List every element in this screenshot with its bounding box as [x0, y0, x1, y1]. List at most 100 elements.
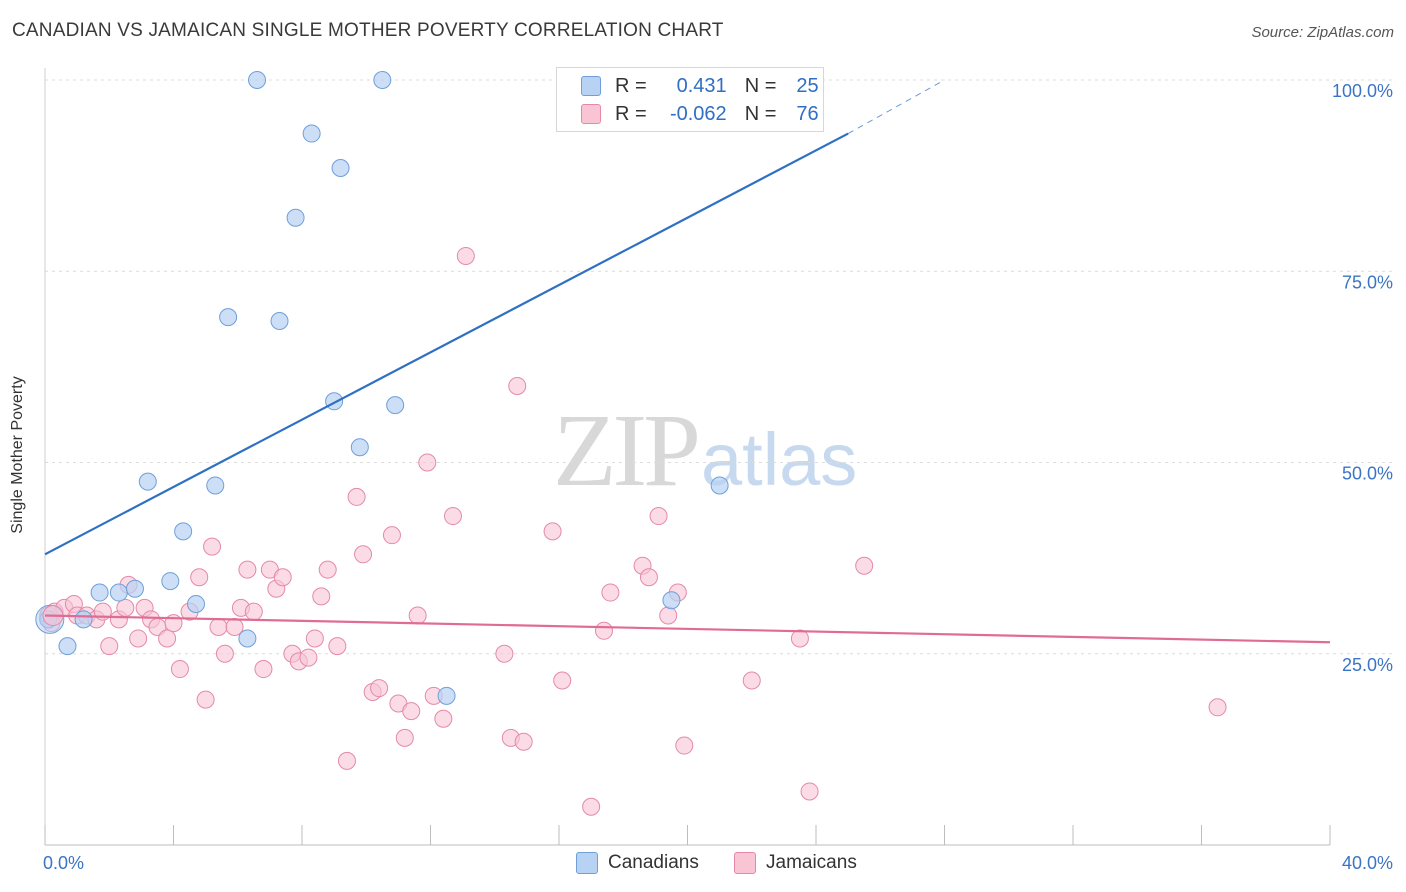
n-value: 76 [796, 102, 819, 125]
n-label: N = [744, 102, 777, 125]
jamaican-point [659, 606, 678, 625]
jamaican-point [594, 621, 613, 640]
jamaicans-swatch [581, 104, 601, 124]
jamaican-point [238, 560, 257, 579]
jamaican-point [305, 629, 324, 648]
legend-item-canadians[interactable]: Canadians [576, 852, 699, 874]
canadian-point [219, 308, 238, 327]
canadian-point [270, 311, 289, 330]
jamaican-point [354, 545, 373, 564]
jamaican-point [508, 377, 527, 395]
canadian-point [238, 629, 257, 648]
canadian-point [174, 522, 193, 541]
canadian-point [206, 476, 225, 495]
jamaican-point [328, 637, 347, 656]
canadian-point [186, 595, 205, 614]
canadian-point [90, 583, 109, 602]
jamaican-point [129, 629, 148, 648]
source-credit: Source: ZipAtlas.com [1251, 24, 1394, 41]
canadian-point [125, 579, 144, 598]
jamaican-point [347, 487, 366, 506]
n-label: N = [744, 74, 777, 97]
jamaican-point [299, 648, 318, 667]
canadian-point [302, 124, 321, 143]
stats-row-canadians: R = 0.431 N = 25 [581, 74, 819, 98]
jamaican-point [649, 507, 668, 526]
legend-label-canadians: Canadians [608, 852, 699, 873]
jamaican-point [408, 606, 427, 625]
jamaican-point [337, 751, 356, 770]
x-tick-label: 40.0% [1342, 853, 1393, 873]
jamaican-point [370, 679, 389, 698]
jamaican-point [382, 526, 401, 545]
jamaican-point [100, 637, 119, 656]
canadian-point [373, 71, 392, 89]
jamaican-point [244, 602, 263, 621]
canadian-point [437, 686, 456, 705]
canadian-point [138, 472, 157, 491]
canadians-legend-swatch [576, 852, 598, 874]
jamaican-point [190, 568, 209, 587]
jamaican-point [318, 560, 337, 579]
jamaican-point [855, 556, 874, 575]
jamaican-point [273, 568, 292, 587]
legend-label-jamaicans: Jamaicans [766, 852, 857, 873]
canadians-trend-line [44, 132, 849, 556]
canadian-point [386, 396, 405, 415]
canadian-point [286, 208, 305, 227]
jamaican-point [158, 629, 177, 648]
jamaican-point [116, 598, 135, 617]
jamaican-point [395, 728, 414, 747]
jamaican-point [514, 732, 533, 751]
y-axis-label: Single Mother Poverty [9, 376, 26, 534]
jamaican-point [443, 507, 462, 526]
jamaican-point [170, 660, 189, 679]
series-legend: Canadians Jamaicans [0, 852, 1406, 876]
canadian-point [161, 572, 180, 591]
jamaican-point [418, 453, 437, 472]
canadians-trend-extension [847, 79, 945, 134]
canadian-point [350, 438, 369, 457]
jamaican-point [1208, 698, 1227, 717]
jamaican-point [639, 568, 658, 587]
watermark-zip: ZIP [553, 393, 701, 508]
jamaican-point [582, 797, 601, 816]
canadian-point [331, 158, 350, 177]
jamaican-point [209, 617, 228, 636]
jamaican-point [790, 629, 809, 648]
jamaicans-legend-swatch [734, 852, 756, 874]
jamaican-point [456, 246, 475, 265]
chart-title: CANADIAN VS JAMAICAN SINGLE MOTHER POVER… [12, 20, 724, 41]
jamaican-point [675, 736, 694, 755]
stats-legend: R = 0.431 N = 25 R = -0.062 N = 76 [556, 67, 824, 132]
r-label: R = [615, 102, 647, 125]
canadian-point [710, 476, 729, 495]
jamaican-point [495, 644, 514, 663]
jamaican-point [800, 782, 819, 801]
y-tick-label: 50.0% [1342, 464, 1393, 484]
watermark: ZIPatlas [553, 398, 857, 503]
jamaican-point [254, 660, 273, 679]
canadian-point [248, 71, 267, 89]
r-label: R = [615, 74, 647, 97]
jamaican-point [215, 644, 234, 663]
canadian-point [74, 610, 93, 629]
canadians-swatch [581, 76, 601, 96]
y-tick-label: 75.0% [1342, 272, 1393, 292]
canadian-point [109, 583, 128, 602]
y-tick-label: 25.0% [1342, 655, 1393, 675]
stats-row-jamaicans: R = -0.062 N = 76 [581, 102, 819, 126]
canadian-point [325, 392, 344, 411]
jamaican-point [553, 671, 572, 690]
jamaican-point [312, 587, 331, 606]
x-tick-label: 0.0% [43, 853, 84, 873]
legend-item-jamaicans[interactable]: Jamaicans [734, 852, 857, 874]
canadian-point [662, 591, 681, 610]
jamaican-point [601, 583, 620, 602]
jamaican-point [402, 702, 421, 721]
jamaican-point [203, 537, 222, 556]
n-value: 25 [796, 74, 819, 97]
canadian-point [58, 637, 77, 656]
jamaican-point [742, 671, 761, 690]
jamaican-point [196, 690, 215, 709]
